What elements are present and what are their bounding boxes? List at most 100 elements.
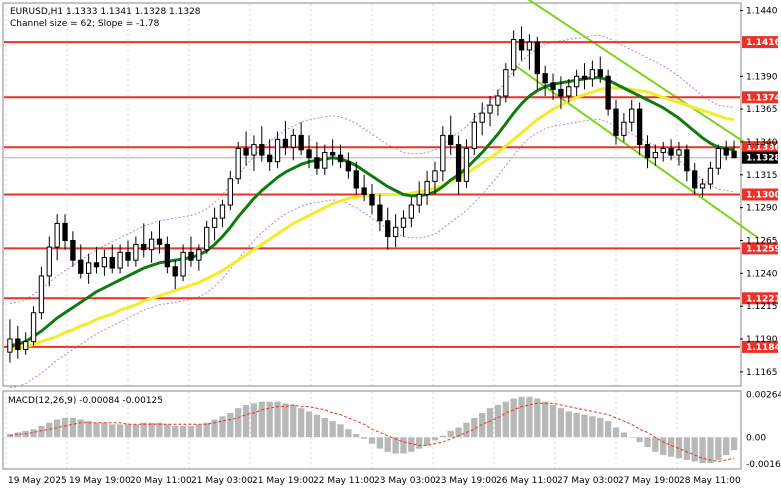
candle-body [518, 38, 525, 51]
channel-upper-line [527, 0, 759, 152]
level-label: 1.1336 [746, 143, 781, 153]
macd-bar [628, 437, 635, 438]
macd-bar [172, 425, 179, 438]
candle-body [621, 121, 627, 136]
macd-bar [368, 437, 376, 444]
y-tick-label: 1.1265 [746, 236, 778, 246]
candle-body [573, 75, 580, 88]
macd-bar [195, 424, 202, 438]
level-label-bg [742, 36, 778, 49]
candle-body [581, 75, 588, 80]
y-tick-label: 1.1340 [746, 138, 778, 148]
macd-bar [581, 414, 588, 438]
level-label: 1.1300 [746, 191, 781, 201]
candle-body [448, 134, 454, 146]
band-upper [9, 35, 735, 304]
macd-bar [667, 437, 675, 457]
candle-body [274, 138, 281, 163]
candle-body [652, 151, 659, 159]
ma-fast-line [9, 76, 735, 348]
current-price-bg [742, 151, 778, 164]
x-tick-label: 22 May 11:00 [313, 476, 375, 486]
macd-bar [329, 421, 336, 438]
candle-body [172, 266, 178, 277]
macd-bar [683, 437, 690, 460]
channel-info: Channel size = 62; Slope = -1.78 [10, 19, 160, 29]
candle-body [542, 73, 548, 84]
candle-body [46, 246, 52, 277]
candle-body [290, 134, 296, 148]
candle-body [70, 239, 76, 261]
macd-bar [707, 437, 714, 464]
candle-body [534, 41, 540, 75]
macd-bar [298, 408, 305, 438]
macd-bar [486, 408, 494, 438]
macd-bar [691, 437, 698, 462]
macd-bar [573, 413, 580, 438]
candle-body [440, 134, 446, 172]
candle-body [369, 194, 375, 206]
macd-bar [360, 437, 368, 439]
candle-body [15, 338, 21, 351]
macd-bar [502, 401, 509, 438]
candle-body [188, 251, 194, 261]
macd-bar [140, 422, 147, 438]
macd-bar [510, 398, 517, 438]
x-tick-label: 20 May 11:00 [130, 476, 192, 486]
candle-body [314, 157, 320, 169]
level-label-bg [742, 292, 778, 305]
level-label-bg [742, 242, 778, 255]
candle-body [550, 82, 556, 90]
macd-bar [730, 437, 738, 451]
candle-body [54, 222, 60, 248]
level-label: 1.1184 [746, 343, 781, 353]
candle-body [613, 108, 619, 136]
macd-bar [644, 437, 651, 447]
symbol-header: EURUSD,H1 1.1333 1.1341 1.1328 1.1328 [10, 7, 201, 17]
y-tick-label: 1.1165 [746, 368, 778, 378]
level-label-bg [742, 141, 778, 154]
candle-body [471, 121, 477, 150]
x-tick-label: 19 May 19:00 [69, 476, 131, 486]
candle-body [7, 338, 13, 353]
candle-body [660, 148, 666, 153]
macd-bar [715, 437, 722, 460]
macd-bar [77, 419, 84, 438]
candle-body [503, 69, 509, 97]
candle-body [38, 275, 45, 314]
macd-bar [416, 437, 423, 449]
macd-y-tick-label: -0.00165 [746, 460, 781, 470]
candle-body [495, 95, 501, 106]
macd-bar [179, 425, 187, 438]
macd-bar [612, 427, 620, 438]
candle-body [676, 149, 682, 156]
macd-bar [589, 416, 596, 438]
current-price-label: 1.1328 [746, 154, 781, 164]
candle-body [227, 178, 233, 206]
candle-body [23, 341, 29, 351]
candle-body [235, 148, 241, 180]
candle-body [566, 86, 572, 97]
candle-body [353, 170, 359, 189]
candle-body [62, 222, 68, 241]
macd-bar [235, 408, 242, 438]
candle-body [644, 144, 651, 159]
main-plot-frame [2, 2, 742, 387]
macd-signal-line [9, 402, 735, 463]
x-tick-label: 23 May 19:00 [435, 476, 497, 486]
macd-bar [447, 430, 454, 438]
macd-bar [124, 424, 132, 438]
macd-bar [211, 419, 218, 438]
level-label: 1.1259 [746, 244, 781, 254]
candle-body [416, 194, 422, 206]
candle-body [219, 204, 226, 219]
candle-body [259, 144, 265, 156]
macd-bar [392, 437, 399, 454]
y-tick-label: 1.1215 [746, 302, 778, 312]
macd-bar [384, 437, 391, 452]
macd-plot-frame [2, 390, 742, 470]
macd-bar [542, 401, 549, 438]
candle-body [125, 251, 131, 261]
macd-bar [597, 417, 604, 438]
